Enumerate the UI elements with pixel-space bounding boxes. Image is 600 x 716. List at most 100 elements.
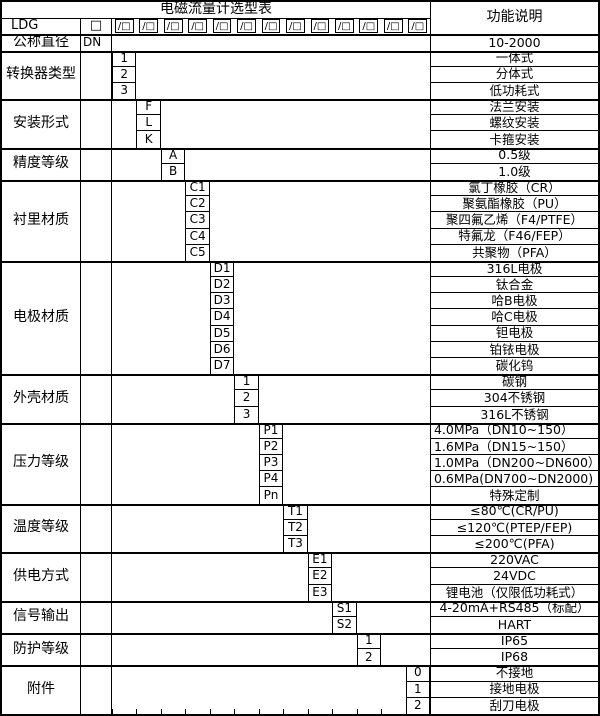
description-cell-temperature-rating: ≤200℃(PFA)	[429, 535, 598, 553]
code-cell-temperature-rating: T3	[283, 535, 308, 553]
category-label-installation-type: 安装形式	[13, 114, 69, 131]
code-placeholder-box: /□	[381, 18, 405, 34]
table-title: 电磁流量计选型表	[159, 2, 272, 18]
description-cell-lining-material: 特氟龙（F46/FEP）	[429, 228, 598, 245]
column-tick	[160, 709, 162, 714]
code-column-spacer	[80, 50, 112, 100]
code-column-spacer	[80, 99, 112, 148]
code-column-spacer	[80, 600, 112, 634]
code-cell-installation-type: F	[136, 99, 161, 116]
slot-box-glyph: /□	[408, 19, 428, 34]
code-placeholder-box: /□	[406, 18, 430, 34]
column-tick	[283, 709, 285, 714]
category-label-pressure-rating: 压力等级	[13, 454, 69, 471]
column-tick	[307, 709, 309, 714]
code-cell-converter-type: 2	[112, 66, 137, 83]
code-cell-pressure-rating: Pn	[258, 487, 284, 504]
column-tick	[381, 709, 383, 714]
code-column-spacer	[80, 422, 112, 504]
code-cell-pressure-rating: P2	[258, 438, 284, 456]
code-cell-electrode-material: D4	[209, 309, 235, 326]
section-divider	[2, 34, 598, 37]
category-label-lining-material: 衬里材质	[13, 211, 69, 228]
code-cell-signal-output: S2	[332, 616, 357, 634]
code-cell-temperature-rating: T1	[283, 503, 308, 520]
description-cell-electrode-material: 钽电极	[429, 325, 598, 342]
description-cell-pressure-rating: 1.0MPa（DN200~DN600）	[429, 455, 598, 472]
slot-box-glyph: /□	[286, 19, 305, 34]
function-column-header: 功能说明	[429, 2, 598, 35]
category-label-housing-material: 外壳材质	[13, 389, 69, 406]
description-cell-lining-material: 氯丁橡胶（CR）	[429, 179, 598, 197]
description-cell-electrode-material: 钛合金	[429, 277, 598, 294]
category-label-temperature-rating: 温度等级	[13, 519, 69, 536]
code-cell-accessories: 0	[405, 665, 430, 682]
description-cell-accessories: 刮刀电极	[429, 697, 598, 714]
code-placeholder-box: /□	[259, 18, 283, 34]
category-label-accuracy-class: 精度等级	[13, 155, 69, 172]
column-tick	[405, 709, 407, 714]
section-divider	[2, 503, 598, 506]
code-cell-electrode-material: D1	[209, 260, 235, 278]
code-cell-pressure-rating: P3	[258, 455, 284, 472]
code-cell-accuracy-class: B	[160, 163, 186, 180]
code-column-spacer	[80, 179, 112, 261]
model-prefix: LDG	[11, 18, 39, 34]
column-tick	[185, 709, 187, 714]
slot-box-glyph: /□	[310, 19, 330, 34]
slot-box-glyph: /□	[334, 19, 354, 34]
column-tick	[234, 709, 236, 714]
description-cell-installation-type: 螺纹安装	[429, 115, 598, 132]
slot-box-glyph: /□	[261, 19, 281, 34]
code-cell-accessories: 2	[405, 697, 430, 714]
code-column-spacer	[80, 374, 112, 423]
column-tick	[112, 709, 113, 714]
code-column-spacer	[80, 633, 112, 666]
description-cell-nominal-diameter: 10-2000	[429, 34, 598, 51]
description-cell-installation-type: 法兰安装	[429, 99, 598, 116]
description-cell-pressure-rating: 0.6MPa(DN700~DN2000)	[429, 471, 598, 488]
section-divider	[2, 374, 598, 377]
description-cell-converter-type: 一体式	[429, 50, 598, 67]
code-column-spacer	[80, 552, 112, 601]
code-column-spacer	[80, 147, 112, 180]
code-placeholder-box: /□	[357, 18, 381, 34]
section-divider	[2, 147, 598, 150]
code-cell-converter-type: 3	[112, 82, 137, 100]
description-cell-temperature-rating: ≤80℃(CR/PU)	[429, 503, 598, 520]
code-placeholder-box: /□	[332, 18, 356, 34]
description-cell-housing-material: 304不锈钢	[429, 390, 598, 407]
description-cell-signal-output: HART	[429, 616, 598, 634]
description-cell-accuracy-class: 1.0级	[429, 163, 598, 180]
description-cell-lining-material: 共聚物（PFA）	[429, 244, 598, 261]
column-tick	[332, 709, 334, 714]
description-cell-accessories: 接地电极	[429, 681, 598, 698]
section-divider	[2, 600, 598, 603]
description-cell-electrode-material: 哈B电极	[429, 293, 598, 310]
code-cell-signal-output: S1	[332, 600, 357, 617]
code-column-spacer	[80, 503, 112, 553]
description-cell-converter-type: 低功耗式	[429, 82, 598, 100]
code-placeholder-box: /□	[112, 18, 136, 34]
category-label-power-supply: 供电方式	[13, 567, 69, 584]
description-cell-protection-rating: IP65	[429, 633, 598, 650]
code-cell-pressure-rating: P4	[258, 471, 284, 488]
code-cell-housing-material: 2	[234, 390, 259, 407]
column-tick	[209, 709, 211, 714]
code-cell-protection-rating: 1	[356, 633, 382, 650]
code-column-spacer	[80, 260, 112, 375]
section-divider	[2, 260, 598, 263]
code-cell-installation-type: K	[136, 131, 161, 148]
code-cell-electrode-material: D7	[209, 357, 235, 375]
category-label-signal-output: 信号输出	[13, 608, 69, 625]
section-divider	[2, 18, 430, 20]
slot-box-glyph: /□	[163, 19, 183, 34]
code-cell-accuracy-class: A	[160, 147, 186, 164]
code-cell-electrode-material: D5	[209, 325, 235, 342]
code-cell-accessories: 1	[405, 681, 430, 698]
slot-box-glyph: /□	[212, 19, 232, 34]
code-placeholder-box: /□	[136, 18, 160, 34]
column-tick	[430, 709, 431, 714]
code-cell-power-supply: E2	[307, 568, 333, 585]
